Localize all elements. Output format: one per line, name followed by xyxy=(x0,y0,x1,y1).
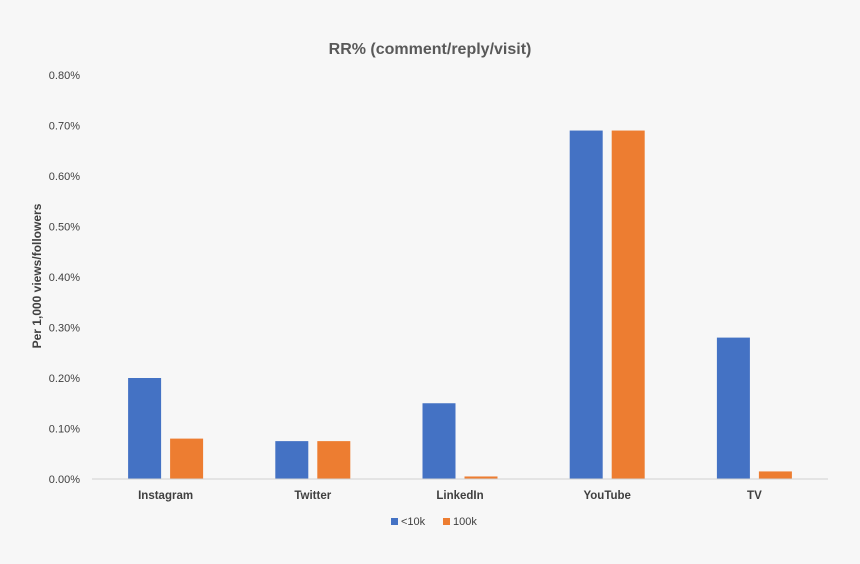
legend-swatch xyxy=(391,518,398,525)
legend: <10k 100k xyxy=(391,516,477,528)
y-tick-label: 0.10% xyxy=(49,424,80,436)
y-tick-label: 0.60% xyxy=(49,171,80,183)
x-tick-label: LinkedIn xyxy=(436,490,483,502)
y-tick-label: 0.80% xyxy=(49,70,80,82)
y-axis-ticks: 0.00% 0.10% 0.20% 0.30% 0.40% 0.50% 0.60% 0.70%… xyxy=(49,70,80,486)
y-tick-label: 0.30% xyxy=(49,323,80,335)
x-axis-ticks: Instagram Twitter LinkedIn YouTube TV xyxy=(138,490,762,502)
y-tick-label: 0.50% xyxy=(49,222,80,234)
legend-label: 100k xyxy=(453,516,477,528)
bar xyxy=(569,130,603,480)
y-tick-label: 0.00% xyxy=(49,474,80,486)
legend-label: <10k xyxy=(401,516,426,528)
bar xyxy=(317,441,351,479)
x-tick-label: TV xyxy=(747,490,762,502)
x-tick-label: YouTube xyxy=(583,490,630,502)
y-axis-label: Per 1,000 views/followers xyxy=(30,203,44,348)
bar xyxy=(611,130,645,480)
chart-title: RR% (comment/reply/visit) xyxy=(329,41,532,58)
bar xyxy=(170,438,204,479)
bar xyxy=(128,378,162,479)
y-tick-label: 0.20% xyxy=(49,373,80,385)
plot-area xyxy=(128,130,792,480)
x-tick-label: Instagram xyxy=(138,490,193,502)
y-tick-label: 0.70% xyxy=(49,121,80,133)
bar xyxy=(716,337,750,479)
x-tick-label: Twitter xyxy=(294,490,331,502)
legend-swatch xyxy=(443,518,450,525)
bar xyxy=(422,403,456,479)
bar xyxy=(464,476,498,479)
y-tick-label: 0.40% xyxy=(49,272,80,284)
bar xyxy=(758,471,792,479)
bar xyxy=(275,441,309,479)
